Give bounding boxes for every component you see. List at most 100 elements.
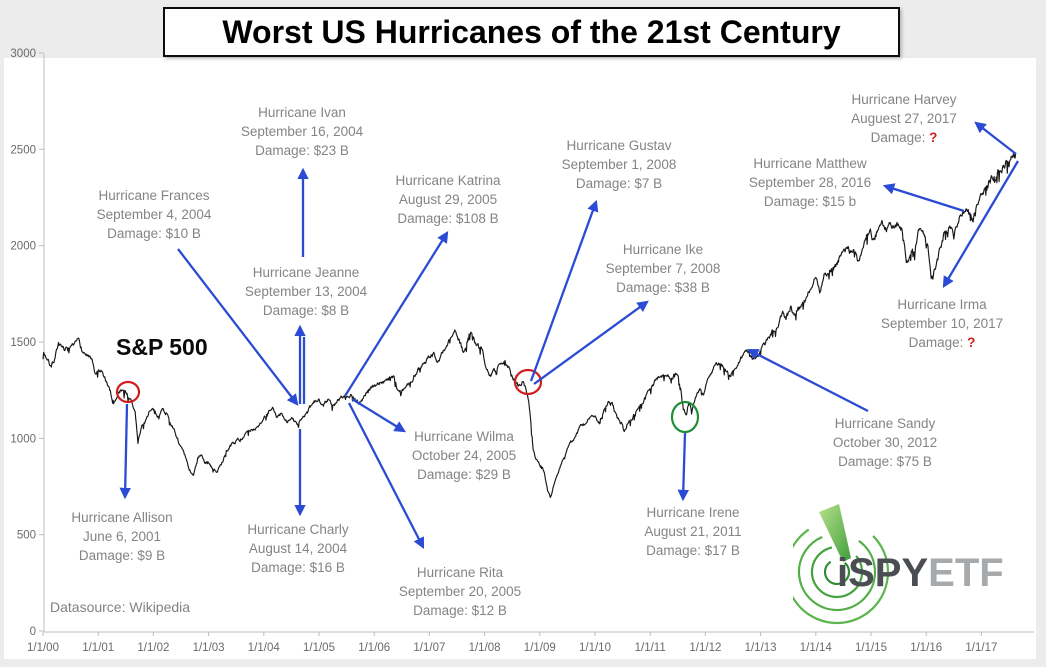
hurricane-annotation: Hurricane Matthew September 28, 2016 Damag… xyxy=(710,154,910,211)
hurricane-name: Hurricane Sandy xyxy=(834,416,936,431)
y-axis-label: 2500 xyxy=(10,144,36,156)
hurricane-name: Hurricane Allison xyxy=(71,510,173,525)
hurricane-date: September 7, 2008 xyxy=(605,261,721,276)
hurricane-date: September 13, 2004 xyxy=(244,284,368,299)
sp500-price-line xyxy=(42,153,1017,498)
hurricane-damage: Damage: $16 B xyxy=(251,560,345,575)
annotation-arrow xyxy=(177,248,299,406)
hurricane-name: Hurricane Charly xyxy=(247,522,349,537)
hurricane-damage: Damage: $23 B xyxy=(255,143,349,158)
hurricane-name: Hurricane Matthew xyxy=(753,156,867,171)
x-axis-label: 1/1/07 xyxy=(413,642,445,654)
ispyetf-logo: iSPYETF xyxy=(793,504,1004,625)
hurricane-damage: Damage: $12 B xyxy=(413,603,507,618)
annotation-arrow xyxy=(529,199,599,382)
hurricane-date: June 6, 2001 xyxy=(82,529,162,544)
annotation-arrow xyxy=(351,398,406,433)
hurricane-name: Hurricane Rita xyxy=(416,565,504,580)
damage-value: $15 b xyxy=(822,194,857,209)
hurricane-name: Hurricane Frances xyxy=(98,188,210,203)
datasource-note: Datasource: Wikipedia xyxy=(50,599,191,615)
hurricane-date: September 20, 2005 xyxy=(398,584,522,599)
hurricane-annotation: Hurricane Wilma October 24, 2005 Damage: $… xyxy=(364,427,564,484)
x-axis-label: 1/1/15 xyxy=(855,642,887,654)
hurricane-annotation: Hurricane Allison June 6, 2001 Damage: $9 … xyxy=(22,508,222,565)
damage-value: $23 B xyxy=(313,143,349,158)
hurricane-date: September 16, 2004 xyxy=(240,124,364,139)
hurricane-annotation: Hurricane Jeanne September 13, 2004 Damage… xyxy=(206,263,406,320)
hurricane-date: August 14, 2004 xyxy=(248,541,348,556)
hurricane-name: Hurricane Gustav xyxy=(566,138,672,153)
x-axis-label: 1/1/14 xyxy=(800,642,833,654)
x-axis-label: 1/1/01 xyxy=(82,642,114,654)
annotation-arrow xyxy=(533,300,649,385)
x-axis-label: 1/1/03 xyxy=(193,642,225,654)
chart-title-box: Worst US Hurricanes of the 21st Century xyxy=(163,7,900,57)
hurricane-damage: Damage: $108 B xyxy=(397,211,499,226)
x-axis-label: 1/1/09 xyxy=(524,642,556,654)
x-axis-label: 1/1/08 xyxy=(469,642,501,654)
x-axis-label: 1/1/10 xyxy=(579,642,611,654)
hurricane-name: Hurricane Jeanne xyxy=(252,265,360,280)
damage-value: $75 B xyxy=(896,454,932,469)
hurricane-name: Hurricane Ivan xyxy=(258,105,346,120)
hurricane-annotation: Hurricane Katrina August 29, 2005 Damage: … xyxy=(348,171,548,228)
logo-beam-wedge xyxy=(819,504,851,562)
y-axis-label: 0 xyxy=(30,626,36,638)
page-title: Worst US Hurricanes of the 21st Century xyxy=(222,13,841,50)
hurricane-damage: Damage: $8 B xyxy=(262,303,350,318)
annotation-arrow xyxy=(974,121,1017,155)
hurricane-date: September 1, 2008 xyxy=(561,157,677,172)
hurricane-damage: Damage: ? xyxy=(908,335,976,350)
red-event-marker-circle xyxy=(115,380,141,404)
x-axis-label: 1/1/00 xyxy=(27,642,59,654)
annotation-arrow xyxy=(344,231,449,397)
damage-value: $16 B xyxy=(309,560,345,575)
damage-value: $10 B xyxy=(165,226,201,241)
damage-value: $9 B xyxy=(137,548,166,563)
hurricane-damage: Damage: $10 B xyxy=(107,226,201,241)
annotation-arrow xyxy=(119,403,131,500)
y-axis-label: 2000 xyxy=(10,241,36,253)
y-axis-label: 1500 xyxy=(10,337,36,349)
hurricane-damage: Damage: $17 B xyxy=(646,543,740,558)
plot-background-panel xyxy=(4,58,1036,659)
annotation-arrow xyxy=(882,183,965,213)
sp500-series-label: S&P 500 xyxy=(116,334,208,360)
hurricane-damage: Damage: $75 B xyxy=(838,454,932,469)
hurricane-date: Auguest 27, 2017 xyxy=(851,111,957,126)
damage-value: $7 B xyxy=(634,176,663,191)
hurricane-name: Hurricane Harvey xyxy=(851,92,957,107)
logo-text-etf: ETF xyxy=(928,551,1004,595)
annotation-arrow xyxy=(347,402,425,550)
annotation-arrow xyxy=(942,160,1019,288)
hurricane-damage: Damage: $38 B xyxy=(616,280,710,295)
damage-unknown-value: ? xyxy=(967,335,976,350)
hurricane-annotation: Hurricane Irma September 10, 2017 Damage: … xyxy=(842,295,1042,352)
y-axis-label: 1000 xyxy=(10,433,36,445)
hurricane-annotation: Hurricane Ivan September 16, 2004 Damage: … xyxy=(202,103,402,160)
logo-radar-arcs xyxy=(793,504,890,625)
hurricane-date: September 4, 2004 xyxy=(96,207,212,222)
logo-text: iSPYETF xyxy=(837,551,1004,595)
hurricane-damage: Damage: $29 B xyxy=(417,467,511,482)
hurricane-name: Hurricane Wilma xyxy=(414,429,514,444)
hurricane-name: Hurricane Irene xyxy=(646,505,740,520)
x-axis-label: 1/1/05 xyxy=(303,642,335,654)
x-axis-label: 1/1/02 xyxy=(137,642,169,654)
hurricane-date: August 21, 2011 xyxy=(644,524,742,539)
logo-text-ispy: iSPY xyxy=(837,551,928,595)
annotation-arrow xyxy=(746,348,869,413)
y-axis-label: 500 xyxy=(17,530,36,542)
hurricane-annotation: Hurricane Harvey Auguest 27, 2017 Damage: … xyxy=(804,90,1004,147)
hurricane-name: Hurricane Irma xyxy=(897,297,987,312)
hurricane-damage: Damage: ? xyxy=(870,130,938,145)
hurricane-annotation: Hurricane Frances September 4, 2004 Damage… xyxy=(54,186,254,243)
hurricane-annotation: Hurricane Irene August 21, 2011 Damage: $1… xyxy=(593,503,793,560)
y-axis-label: 3000 xyxy=(10,48,36,60)
hurricane-date: October 24, 2005 xyxy=(411,448,517,463)
green-event-marker-circle xyxy=(670,400,700,434)
red-event-marker-circle xyxy=(513,368,543,396)
